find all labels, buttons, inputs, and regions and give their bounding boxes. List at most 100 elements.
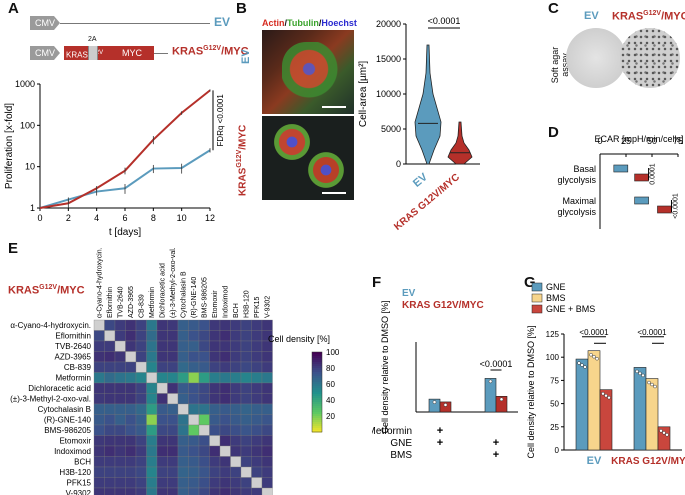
- heatmap-cell: [188, 361, 200, 373]
- heatmap-cell: [135, 487, 147, 495]
- legend-label: GNE: [546, 282, 566, 292]
- violin: [414, 44, 442, 165]
- cmv-promoter: CMV: [30, 16, 60, 30]
- heatmap-cell: [146, 445, 158, 457]
- data-point: [647, 380, 651, 385]
- data-point: [641, 373, 645, 378]
- bar: [657, 426, 671, 451]
- heatmap-cell: [198, 319, 210, 331]
- y-tick-label: 20000: [376, 19, 401, 29]
- heatmap-cell: [209, 414, 221, 426]
- heatmap-cell: [209, 351, 221, 363]
- x-tick-label: EV: [587, 455, 602, 467]
- condition-label: BMS: [390, 450, 412, 461]
- row-label: (R)-GNE-140: [44, 415, 92, 424]
- panel-label-g: G: [524, 274, 536, 291]
- vector-line: [60, 23, 210, 24]
- heatmap-cell: [209, 393, 221, 405]
- data-point: [662, 431, 666, 435]
- column-label: CB-839: [138, 294, 145, 318]
- heatmap-cell: [146, 382, 158, 394]
- heatmap-cell: [104, 393, 116, 405]
- colorbar-segment: [312, 360, 322, 363]
- x-tick-label: 12: [205, 213, 215, 223]
- x-tick-label: 0: [597, 136, 602, 146]
- heatmap-cell: [198, 445, 210, 457]
- heatmap-cell: [167, 319, 179, 331]
- cell-shape: [270, 124, 314, 160]
- colorbar-segment: [312, 430, 322, 433]
- heatmap-cell: [230, 330, 242, 342]
- heatmap-cell: [167, 340, 179, 352]
- heatmap-cell: [219, 445, 231, 457]
- heatmap-cell: [177, 445, 189, 457]
- heatmap-cell: [135, 466, 147, 478]
- colorbar-segment: [312, 388, 322, 391]
- colorbar-segment: [312, 410, 322, 413]
- colorbar-tick-label: 40: [326, 396, 335, 405]
- heatmap-cell: [209, 340, 221, 352]
- heatmap-cell: [188, 393, 200, 405]
- kras-row-label: KRASG12V/MYC: [236, 124, 249, 196]
- heatmap-cell: [240, 403, 252, 415]
- column-label: Indoximod: [222, 286, 229, 318]
- colorbar-segment: [312, 398, 322, 401]
- heatmap-cell: [177, 361, 189, 373]
- heatmap-cell: [188, 445, 200, 457]
- heatmap-cell: [114, 319, 126, 331]
- heatmap-cell: [114, 466, 126, 478]
- soft-agar-kras-label: KRASG12V/MYC: [612, 10, 685, 23]
- column-label: AZD-3965: [128, 286, 135, 318]
- colorbar-segment: [312, 372, 322, 375]
- heatmap-cell: [146, 466, 158, 478]
- heatmap-cell: [114, 361, 126, 373]
- heatmap-cell: [114, 435, 126, 447]
- violin: [447, 121, 473, 165]
- heatmap-cell: [230, 445, 242, 457]
- heatmap-cell: [156, 435, 168, 447]
- heatmap-cell: [114, 330, 126, 342]
- heatmap-cell: [251, 319, 263, 331]
- heatmap-cell: [104, 340, 116, 352]
- box: [634, 173, 649, 182]
- heatmap-cell: [209, 319, 221, 331]
- heatmap-cell: [219, 351, 231, 363]
- colorbar-segment: [312, 364, 322, 367]
- heatmap-cell: [209, 361, 221, 373]
- colorbar-segment: [312, 384, 322, 387]
- heatmap-cell: [251, 445, 263, 457]
- y-tick-label: 75: [550, 376, 559, 385]
- y-axis-label: Cell-area [µm²]: [358, 61, 369, 128]
- heatmap-cell: [209, 456, 221, 468]
- heatmap-cell: [93, 372, 105, 384]
- data-point: [665, 433, 669, 437]
- condition-mark: +: [437, 425, 443, 437]
- colorbar-segment: [312, 380, 322, 383]
- heatmap-cell: [261, 466, 273, 478]
- x-tick-label: 2: [66, 213, 71, 223]
- heatmap-cell: [114, 393, 126, 405]
- heatmap-cell: [93, 414, 105, 426]
- row-label: AZD-3965: [55, 352, 92, 361]
- heatmap-cell: [156, 466, 168, 478]
- y-tick-label: 0: [555, 446, 560, 455]
- heatmap-cell: [135, 414, 147, 426]
- y-tick-label: 15000: [376, 54, 401, 64]
- heatmap-cell: [167, 445, 179, 457]
- heatmap-cell: [230, 435, 242, 447]
- heatmap-cell: [198, 382, 210, 394]
- column-label: BCH: [233, 303, 240, 318]
- heatmap-cell: [93, 393, 105, 405]
- heatmap-cell: [251, 361, 263, 373]
- data-point: [601, 391, 605, 396]
- heatmap-cell: [177, 351, 189, 363]
- heatmap-cell: [177, 382, 189, 394]
- heatmap-cell: [230, 477, 242, 489]
- series-line: [39, 149, 211, 209]
- heatmap-cell: [219, 414, 231, 426]
- data-point: [577, 361, 581, 365]
- row-label: Eflornithin: [55, 331, 91, 340]
- heatmap-cell: [219, 424, 231, 436]
- heatmap-cell: [198, 361, 210, 373]
- column-label: PFK15: [254, 296, 261, 318]
